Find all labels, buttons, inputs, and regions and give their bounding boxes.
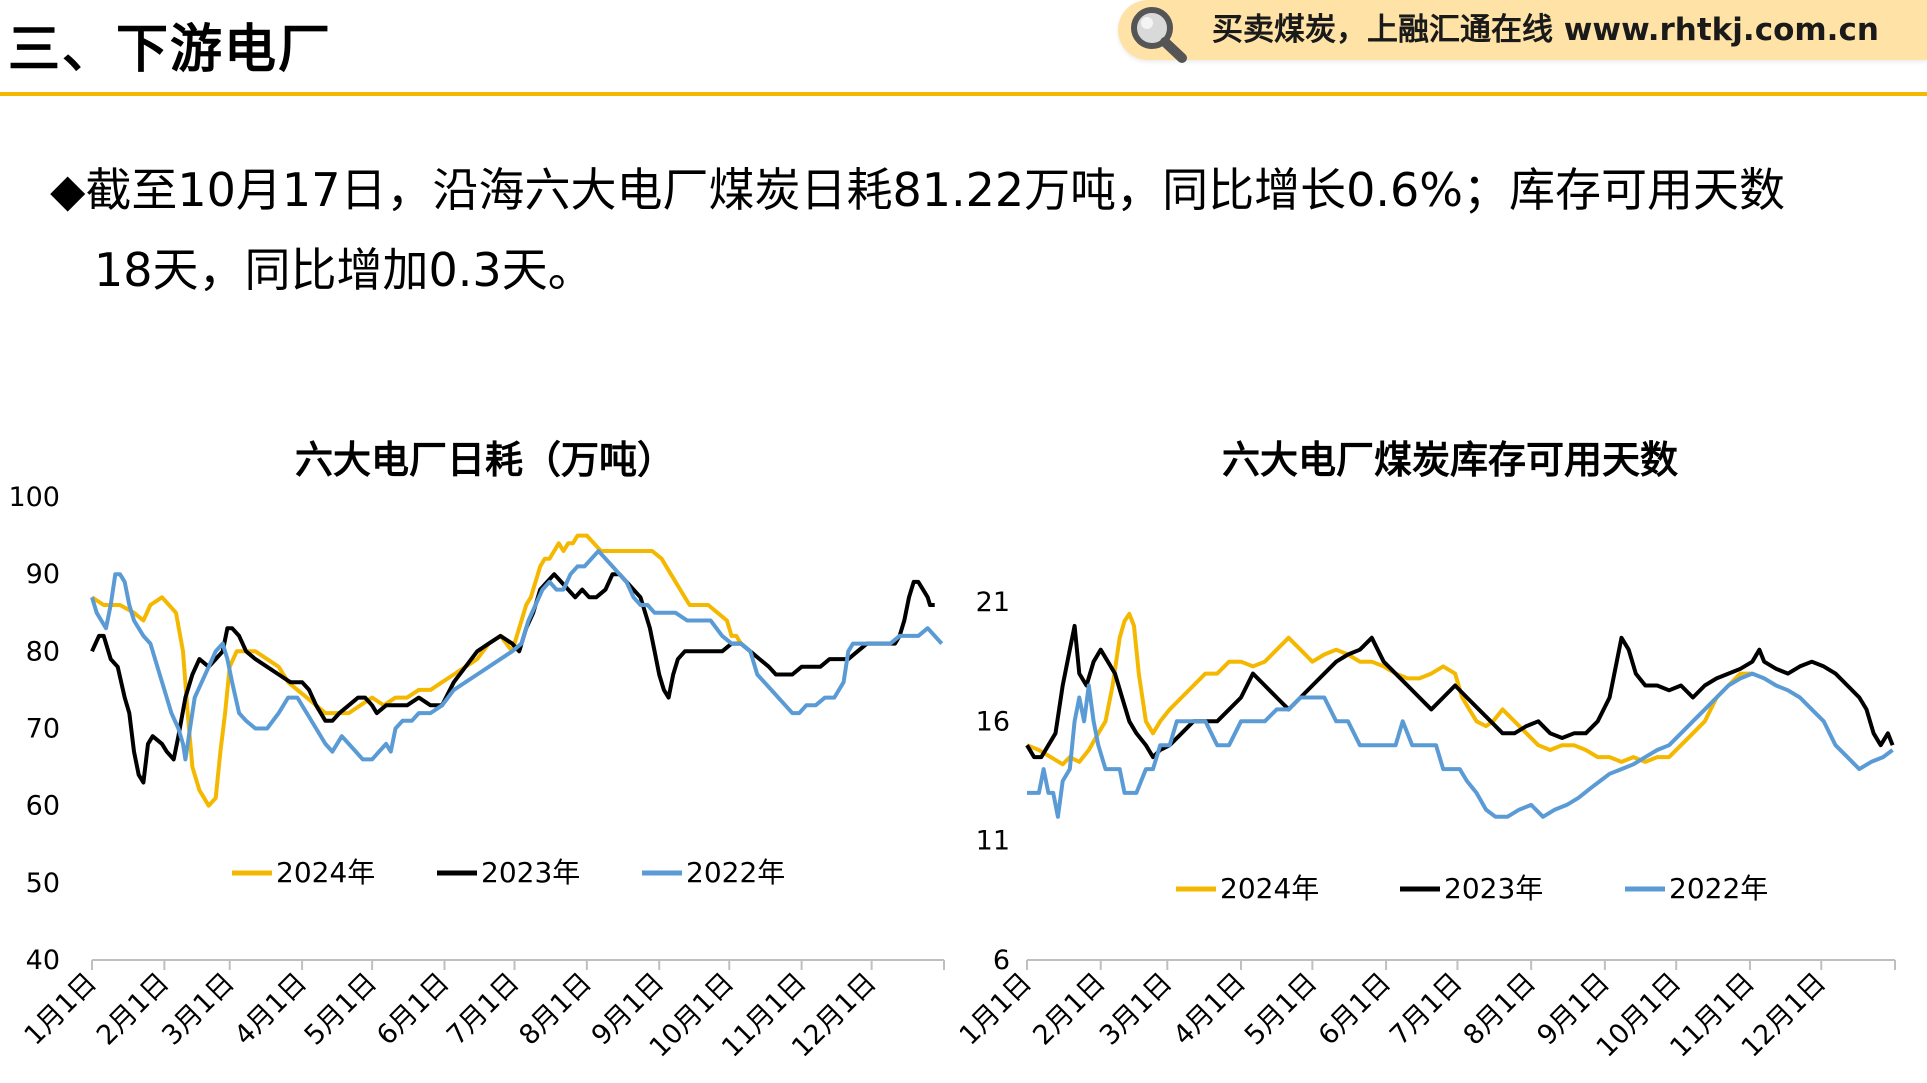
- series-line: [90, 549, 944, 762]
- series-line: [1025, 623, 1895, 760]
- summary-line-2: 18天，同比增加0.3天。: [94, 243, 594, 297]
- x-tick-label: 8月1日: [1458, 967, 1542, 1051]
- summary-text: ◆截至10月17日，沿海六大电厂煤炭日耗81.22万吨，同比增长0.6%；库存可…: [50, 150, 1910, 310]
- header-divider: [0, 92, 1927, 96]
- legend-label: 2022年: [1669, 872, 1768, 905]
- x-tick-label: 4月1日: [1168, 967, 1252, 1051]
- summary-line-1: ◆截至10月17日，沿海六大电厂煤炭日耗81.22万吨，同比增长0.6%；库存可…: [50, 150, 1910, 230]
- bullet-icon: ◆: [50, 163, 86, 217]
- inventory-days-chart: 六大电厂煤炭库存可用天数 21 16 11 61月1日2月1日3月1日4月1日5月1日…: [960, 438, 1896, 1064]
- chart-title: 六大电厂日耗（万吨）: [295, 438, 675, 482]
- y-tick-label: 60: [26, 791, 60, 822]
- legend-label: 2022年: [686, 856, 785, 889]
- x-tick-label: 8月1日: [513, 967, 597, 1051]
- series-line: [90, 533, 743, 808]
- x-tick-label: 7月1日: [441, 967, 525, 1051]
- legend-label: 2024年: [1220, 872, 1319, 905]
- y-tick-label: 6: [993, 945, 1010, 976]
- legend-label: 2023年: [481, 856, 580, 889]
- slogan-text[interactable]: 买卖煤炭，上融汇通在线 www.rhtkj.com.cn: [1212, 12, 1879, 48]
- x-tick-label: 4月1日: [229, 967, 313, 1051]
- series-line: [90, 572, 935, 785]
- x-tick-label: 1月1日: [960, 967, 1038, 1051]
- x-tick-label: 6月1日: [371, 967, 455, 1051]
- slogan-banner[interactable]: [1118, 0, 1927, 60]
- daily-consumption-chart: 六大电厂日耗（万吨） 100 90 80 70 60 50 401月1日2月1日3月1日4月…: [8, 438, 945, 1064]
- legend-label: 2024年: [276, 856, 375, 889]
- y-tick-label: 90: [26, 559, 60, 590]
- x-tick-label: 1月1日: [19, 967, 103, 1051]
- x-tick-label: 3月1日: [1094, 967, 1178, 1051]
- series-line: [1027, 671, 1894, 819]
- section-title: 三、下游电厂: [8, 20, 333, 80]
- summary-sentence-1: 截至10月17日，沿海六大电厂煤炭日耗81.22万吨，同比增长0.6%；库存可用…: [85, 163, 1786, 217]
- search-icon[interactable]: [1124, 2, 1194, 64]
- y-tick-label: 50: [26, 868, 60, 899]
- legend-label: 2023年: [1444, 872, 1543, 905]
- x-tick-label: 5月1日: [1239, 967, 1323, 1051]
- y-tick-label: 11: [976, 826, 1010, 857]
- x-tick-label: 2月1日: [91, 967, 175, 1051]
- x-tick-label: 3月1日: [156, 967, 240, 1051]
- x-tick-label: 7月1日: [1384, 967, 1468, 1051]
- x-tick-label: 2月1日: [1027, 967, 1111, 1051]
- y-tick-label: 16: [976, 706, 1010, 737]
- y-tick-label: 80: [26, 636, 60, 667]
- y-tick-label: 100: [8, 482, 60, 513]
- y-tick-label: 21: [976, 587, 1010, 618]
- y-tick-label: 70: [26, 714, 60, 745]
- chart-title: 六大电厂煤炭库存可用天数: [1222, 438, 1678, 482]
- series-line: [1026, 611, 1753, 767]
- y-tick-label: 40: [26, 945, 60, 976]
- x-tick-label: 5月1日: [299, 967, 383, 1051]
- x-tick-label: 6月1日: [1313, 967, 1397, 1051]
